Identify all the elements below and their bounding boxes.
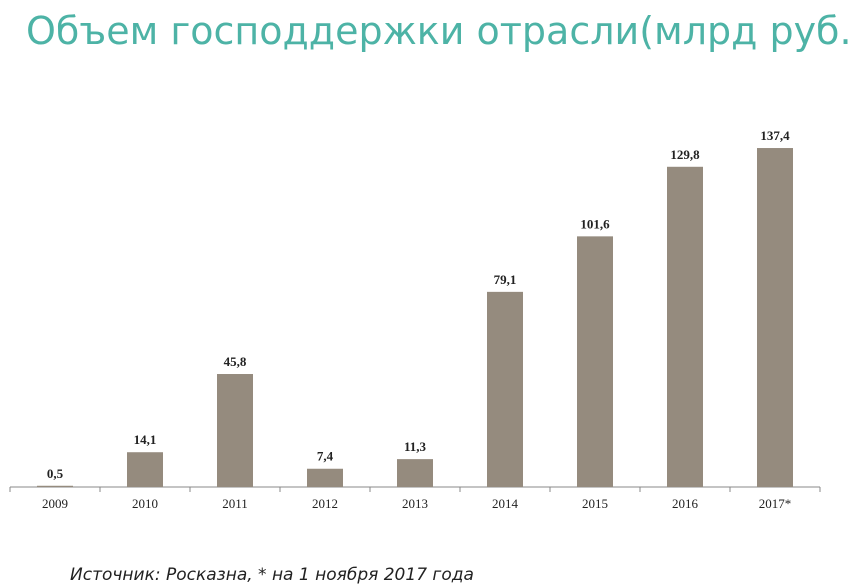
value-label: 0,5 (47, 466, 64, 481)
x-tick-label: 2013 (402, 496, 428, 511)
bar (667, 166, 703, 488)
value-label: 14,1 (134, 432, 157, 447)
source-note: Источник: Росказна, * на 1 ноября 2017 г… (70, 565, 474, 585)
bar (577, 236, 613, 487)
x-tick-label: 2012 (312, 496, 338, 511)
chart-title: Объем господдержки отрасли(млрд руб.) (26, 9, 850, 53)
bar (127, 452, 163, 487)
value-label: 45,8 (224, 354, 247, 369)
value-label: 11,3 (404, 439, 427, 454)
bar (307, 468, 343, 487)
bar (217, 374, 253, 487)
x-tick-label: 2014 (492, 496, 519, 511)
x-tick-label: 2010 (132, 496, 158, 511)
bar (487, 291, 523, 487)
value-label: 7,4 (317, 449, 334, 464)
bar (757, 148, 793, 488)
x-tick-label: 2009 (42, 496, 68, 511)
value-label: 129,8 (670, 147, 700, 162)
x-tick-label: 2017* (759, 496, 792, 511)
value-label: 101,6 (580, 216, 610, 231)
x-tick-label: 2011 (222, 496, 248, 511)
bar (37, 485, 73, 487)
bar (397, 459, 433, 487)
x-tick-label: 2016 (672, 496, 699, 511)
value-label: 79,1 (494, 272, 517, 287)
value-label: 137,4 (760, 128, 790, 143)
x-tick-label: 2015 (582, 496, 608, 511)
